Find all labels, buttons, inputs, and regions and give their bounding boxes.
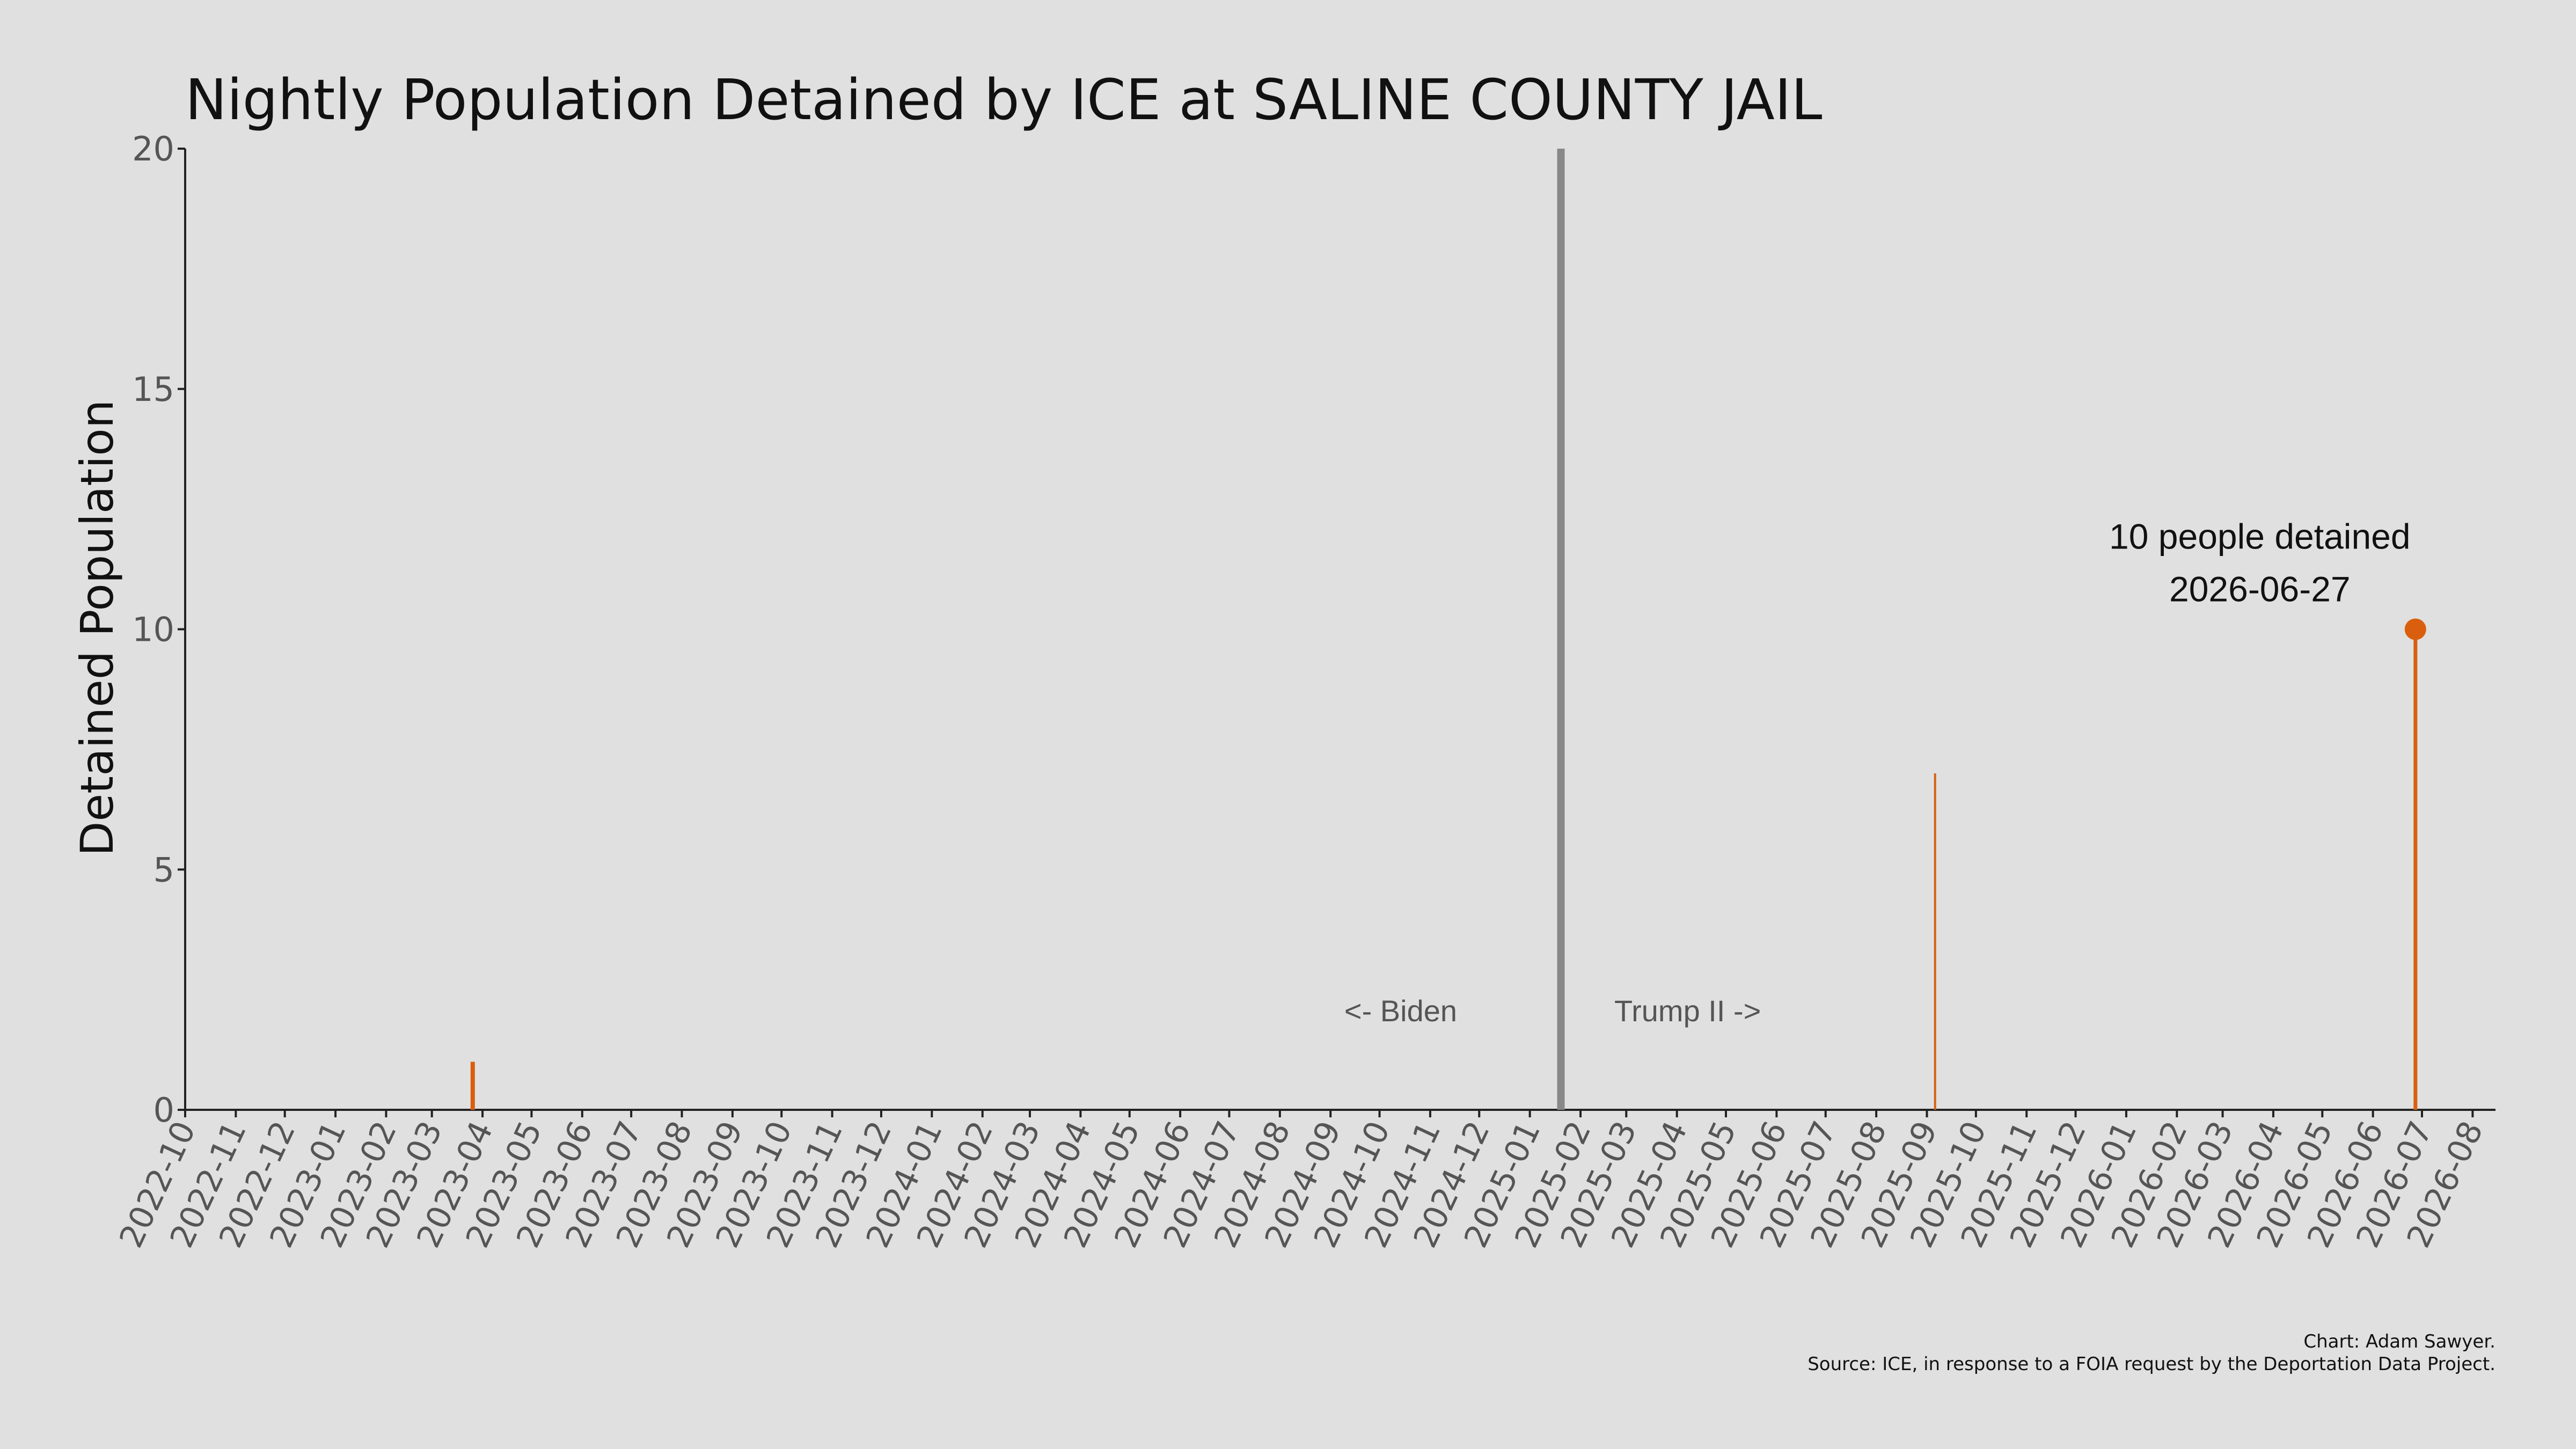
era-label-trump: Trump II -> xyxy=(1614,994,1761,1028)
era-label-biden: <- Biden xyxy=(1344,994,1457,1028)
y-axis-label: Detained Population xyxy=(71,400,123,856)
y-tick-label-15: 15 xyxy=(132,370,174,409)
chart-title: Nightly Population Detained by ICE at SA… xyxy=(185,67,1822,133)
highlight-annotation-date: 2026-06-27 xyxy=(2169,569,2351,609)
highlight-annotation-count: 10 people detained xyxy=(2109,517,2411,557)
y-tick-label-20: 20 xyxy=(132,129,174,169)
y-tick-label-0: 0 xyxy=(153,1091,174,1130)
y-tick-label-10: 10 xyxy=(132,610,174,649)
highlight-point xyxy=(2404,618,2426,640)
y-tick-label-5: 5 xyxy=(153,850,174,889)
y-axis: 0 5 10 15 20 xyxy=(132,129,186,1130)
data-bars xyxy=(470,618,2426,1110)
credit-author: Chart: Adam Sawyer. xyxy=(2303,1331,2496,1352)
credit-source: Source: ICE, in response to a FOIA reque… xyxy=(1807,1353,2496,1375)
x-axis: 2022-102022-112022-122023-012023-022023-… xyxy=(112,1109,2496,1254)
